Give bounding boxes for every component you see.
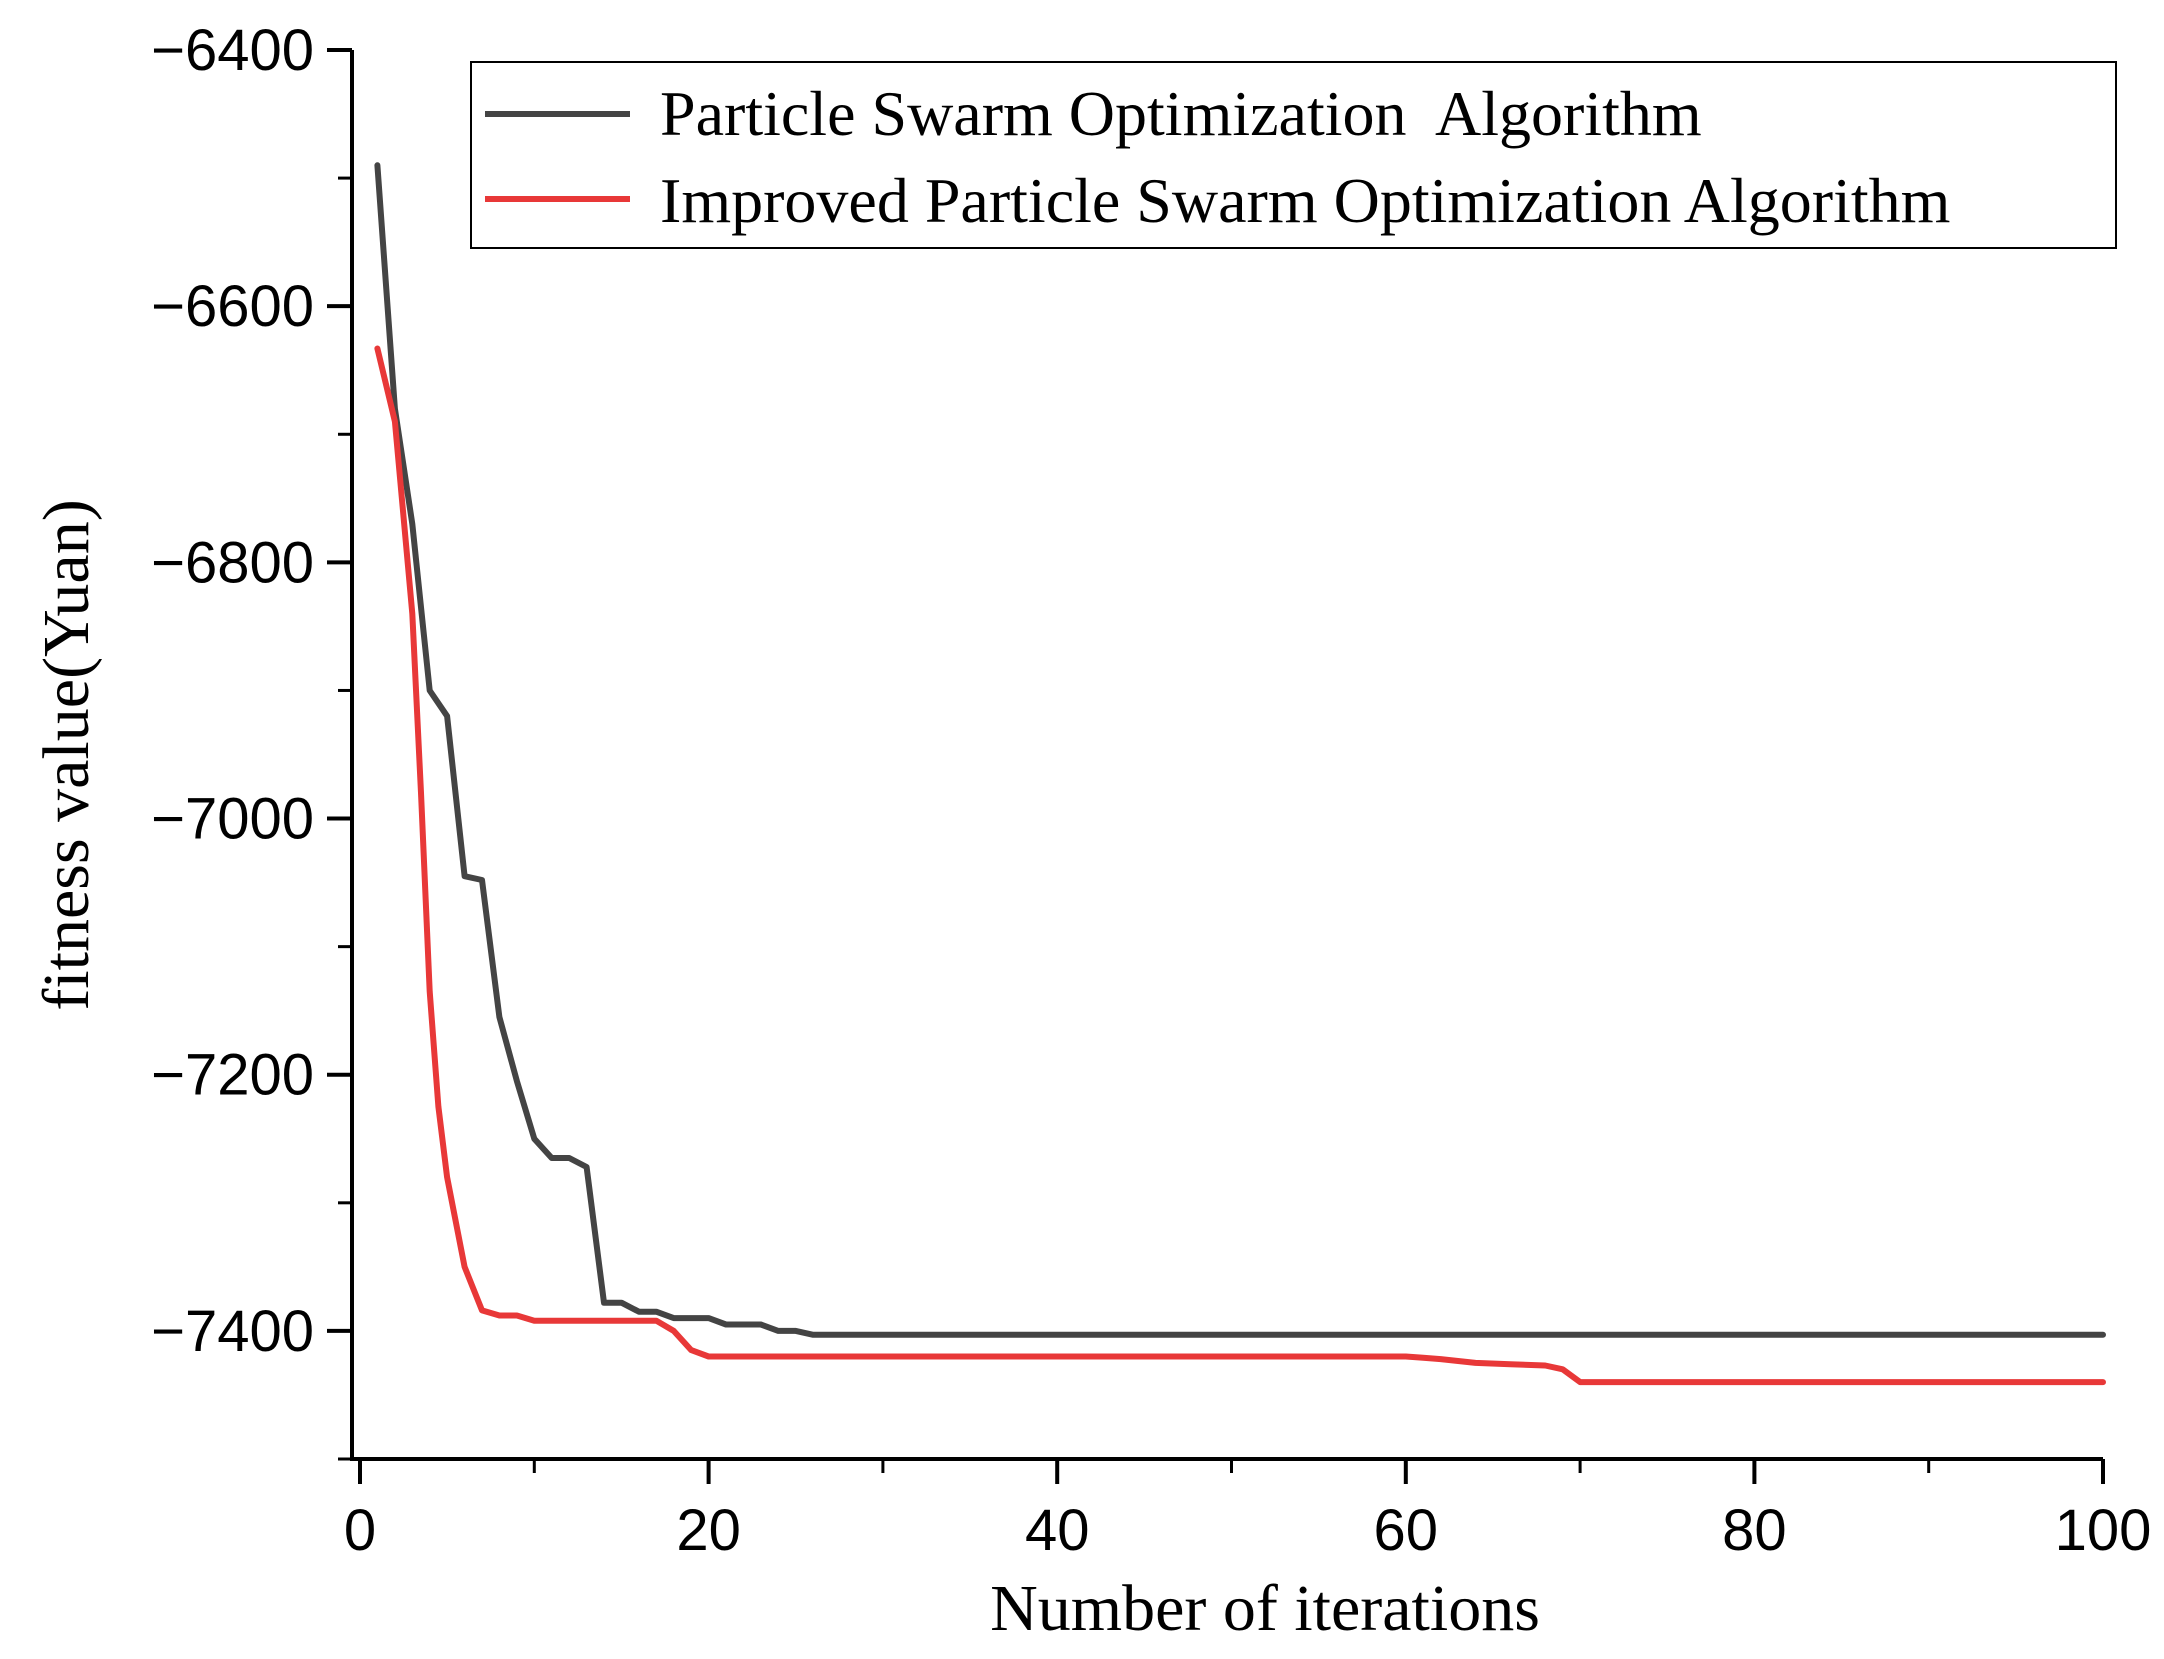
legend: Particle Swarm Optimization Algorithm Im… — [470, 61, 2117, 249]
y-tick-label: −7000 — [151, 787, 314, 852]
x-axis-ticks: 0 20 40 60 80 100 — [344, 1459, 2152, 1563]
series-line-improved-pso — [374, 345, 2106, 1386]
y-tick-label: −6800 — [151, 530, 314, 595]
x-tick-label: 0 — [344, 1498, 376, 1563]
legend-label-improved-pso: Improved Particle Swarm Optimization Alg… — [660, 165, 1950, 236]
y-tick-label: −7400 — [151, 1299, 314, 1364]
x-tick-label: 80 — [1722, 1498, 1787, 1563]
legend-box — [470, 61, 2117, 249]
y-tick-label: −6600 — [151, 274, 314, 339]
y-tick-label: −6400 — [151, 18, 314, 83]
x-tick-label: 40 — [1025, 1498, 1090, 1563]
x-axis-title: Number of iterations — [990, 1572, 1540, 1645]
y-axis-title: fitness value(Yuan) — [30, 499, 103, 1010]
legend-label-pso: Particle Swarm Optimization Algorithm — [660, 78, 1702, 149]
x-tick-label: 60 — [1374, 1498, 1439, 1563]
y-axis-ticks: −6400 −6600 −6800 −7000 −7200 −7400 — [151, 18, 352, 1461]
series-layer — [374, 162, 2106, 1386]
x-tick-label: 20 — [676, 1498, 741, 1563]
x-tick-label: 100 — [2055, 1498, 2152, 1563]
y-tick-label: −7200 — [151, 1043, 314, 1108]
series-line-pso — [374, 162, 2106, 1338]
